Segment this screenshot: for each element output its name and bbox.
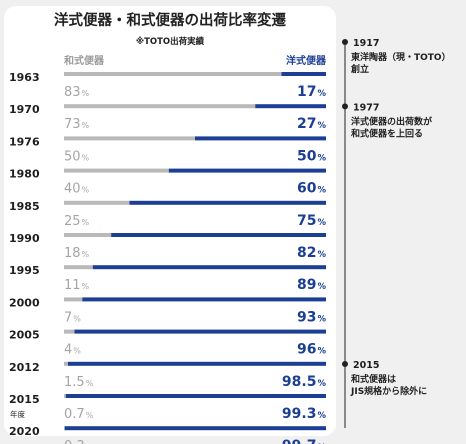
chart-row-2012: 2012 1.5% 98.5% (9, 361, 326, 390)
yoshiki-bar (281, 72, 326, 76)
chart-row-1970: 1970 73% 27% (9, 103, 326, 132)
year-label: 2005 (9, 329, 40, 342)
washiki-value-label: 0.7% (64, 407, 94, 422)
chart-row-2005: 2005 4% 96% (9, 329, 326, 358)
year-label: 1985 (9, 200, 40, 213)
yoshiki-value-label: 99.3% (282, 406, 327, 422)
year-label: 2020 (9, 425, 40, 438)
yoshiki-bar (64, 426, 326, 431)
annotation-text: 創立 (350, 63, 369, 75)
washiki-value-label: 4% (64, 343, 81, 358)
year-label: 1970 (9, 103, 40, 116)
chart-row-1963: 1963 83% 17% (9, 71, 326, 100)
washiki-bar (64, 104, 256, 109)
annotation-1917: 1917 東洋陶器（現・TOTO）創立 (342, 38, 451, 75)
yoshiki-value-label: 75% (297, 213, 326, 229)
chart-row-2020: 2020 0.3% 99.7% (9, 425, 326, 444)
yoshiki-value-label: 82% (297, 245, 326, 261)
yoshiki-value-label: 60% (297, 181, 326, 197)
chart-row-1976: 1976 50% 50% (9, 135, 326, 164)
timeline-dot (342, 39, 348, 45)
year-label: 1980 (9, 168, 40, 181)
yoshiki-value-label: 89% (297, 277, 326, 293)
chart-row-1990: 1990 18% 82% (9, 232, 326, 261)
washiki-value-label: 18% (64, 246, 90, 261)
year-label: 2015 (9, 393, 40, 406)
washiki-bar (64, 136, 195, 141)
yoshiki-bar (67, 361, 327, 366)
yoshiki-bar (74, 329, 326, 334)
chart-title: 洋式便器・和式便器の出荷比率変遷 (54, 11, 286, 29)
washiki-bar (64, 361, 68, 366)
year-label: 1995 (9, 264, 40, 277)
yoshiki-bar (255, 104, 326, 109)
year-label: 2012 (9, 361, 40, 374)
washiki-value-label: 1.5% (64, 375, 94, 390)
chart-row-1985: 1985 25% 75% (9, 200, 326, 229)
year-unit-label: 年度 (10, 409, 25, 419)
washiki-bar (64, 329, 75, 334)
washiki-bar (64, 168, 169, 173)
washiki-value-label: 11% (64, 278, 90, 293)
washiki-bar (64, 72, 282, 76)
chart-row-1980: 1980 40% 60% (9, 168, 326, 197)
chart-subtitle: ※TOTO出荷実績 (136, 36, 205, 47)
annotation-text: 東洋陶器（現・TOTO） (351, 51, 451, 63)
yoshiki-value-label: 27% (297, 116, 326, 132)
year-label: 1990 (9, 232, 40, 245)
annotation-year: 1917 (353, 38, 379, 49)
yoshiki-value-label: 96% (297, 342, 326, 358)
legend-yoshiki: 洋式便器 (286, 54, 327, 67)
washiki-value-label: 73% (64, 117, 90, 132)
year-label: 1976 (9, 135, 40, 148)
yoshiki-bar (168, 168, 326, 173)
yoshiki-value-label: 98.5% (282, 374, 327, 390)
yoshiki-bar (111, 233, 326, 237)
yoshiki-bar (82, 297, 326, 302)
chart-row-2000: 2000 7% 93% (9, 296, 326, 325)
washiki-bar (64, 233, 112, 237)
yoshiki-bar (195, 136, 326, 141)
washiki-bar (64, 297, 83, 302)
yoshiki-value-label: 17% (297, 84, 326, 100)
washiki-value-label: 83% (64, 85, 90, 100)
washiki-value-label: 7% (64, 310, 81, 325)
year-label: 1963 (9, 71, 40, 84)
yoshiki-value-label: 50% (297, 148, 326, 164)
washiki-value-label: 40% (64, 182, 90, 197)
yoshiki-value-label: 93% (297, 309, 326, 325)
annotation-text: 和式便器は (350, 373, 396, 385)
chart-row-2015: 2015 0.7% 99.3% (9, 393, 326, 422)
annotation-text: 洋式便器の出荷数が (351, 115, 433, 127)
annotation-year: 2015 (353, 360, 379, 371)
washiki-bar (64, 265, 93, 270)
washiki-value-label: 50% (64, 149, 90, 164)
annotation-text: JIS規格から除外に (350, 385, 427, 397)
chart-row-1995: 1995 11% 89% (9, 264, 326, 293)
washiki-value-label: 25% (64, 214, 90, 229)
washiki-bar (64, 426, 65, 431)
yoshiki-bar (129, 200, 326, 205)
yoshiki-bar (65, 394, 327, 398)
year-label: 2000 (9, 296, 40, 309)
washiki-bar (64, 200, 130, 205)
yoshiki-bar (92, 265, 326, 270)
washiki-value-label: 0.3% (64, 439, 94, 444)
annotation-year: 1977 (353, 102, 379, 113)
yoshiki-value-label: 99.7% (282, 438, 327, 444)
annotation-text: 和式便器を上回る (350, 127, 423, 139)
timeline-dot (342, 361, 348, 367)
washiki-bar (64, 394, 66, 398)
timeline-dot (342, 103, 348, 110)
legend-washiki: 和式便器 (63, 54, 105, 67)
